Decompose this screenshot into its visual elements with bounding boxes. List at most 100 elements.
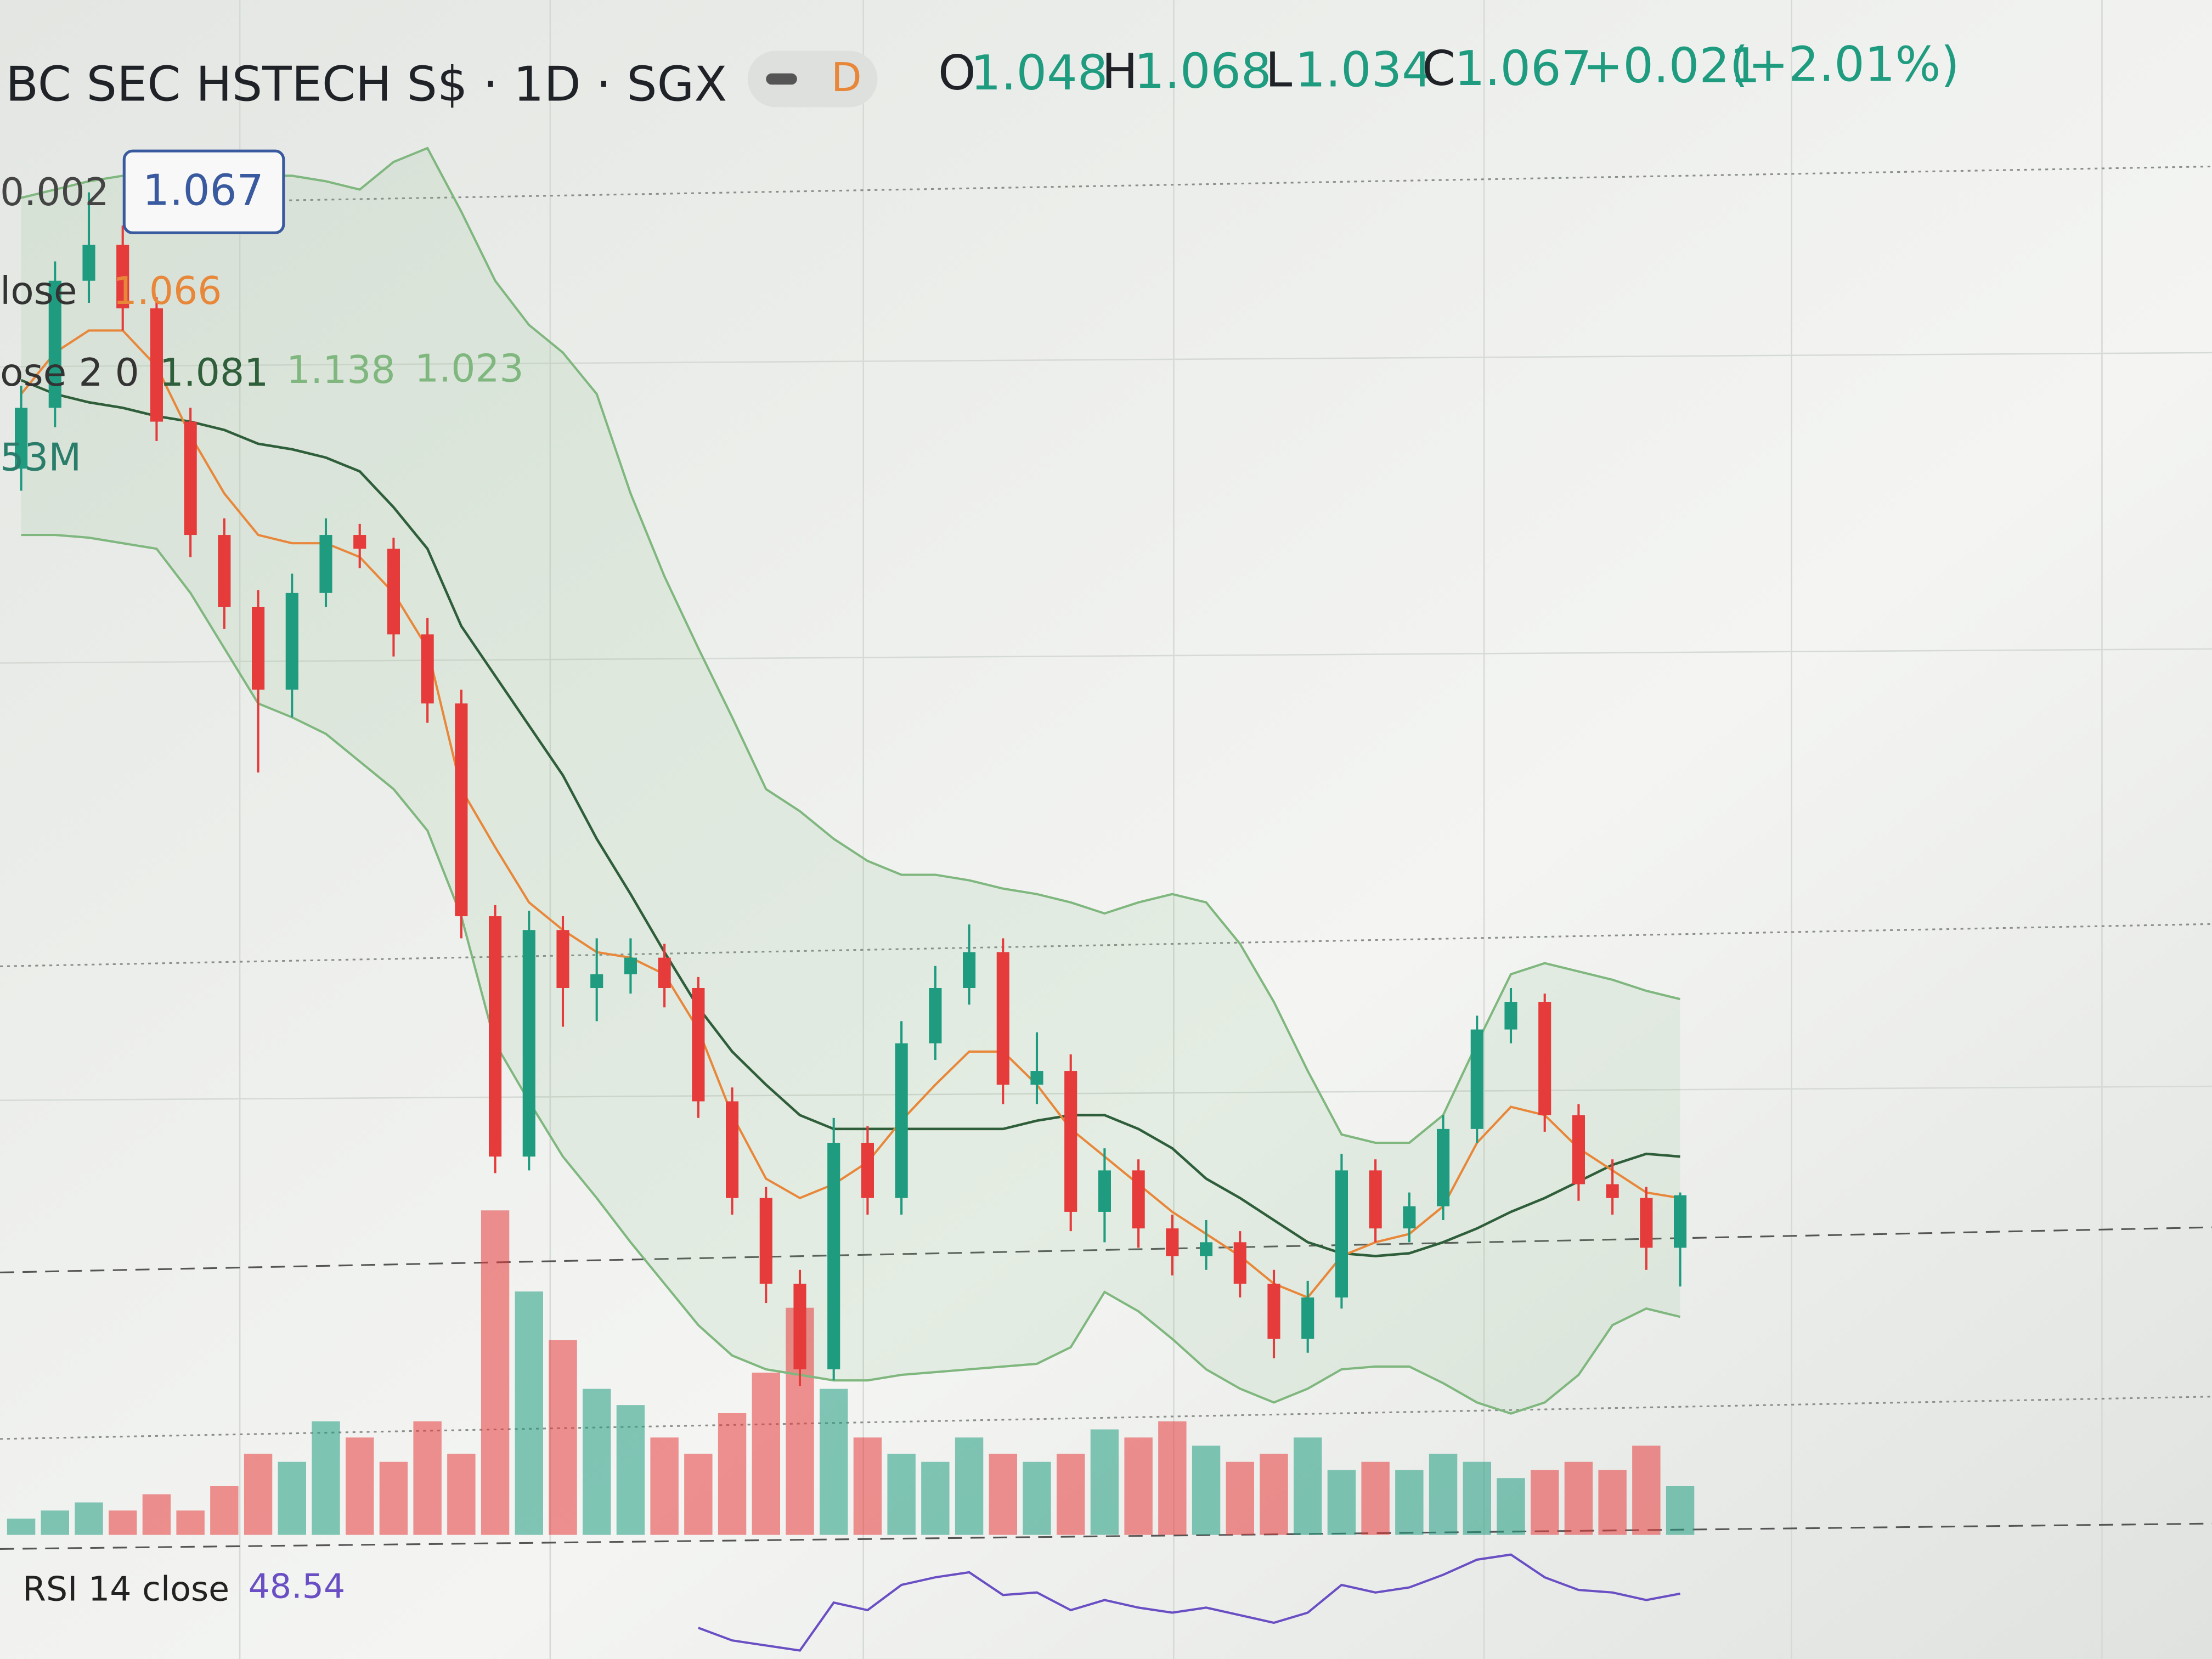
volume-bar [142,1494,171,1535]
ma-line [20,329,1680,1299]
volume-bar [921,1462,950,1535]
candle-body [1538,1002,1551,1115]
legend-text: lose [0,269,77,313]
candle-body [48,280,61,408]
volume-bar [684,1453,713,1535]
volume-bar [1497,1478,1525,1535]
ohlc-value: 1.034 [1295,42,1432,98]
legend-value: 1.081 [160,351,269,395]
pill-icon [766,73,797,85]
volume-bar [853,1437,882,1535]
volume-bar [955,1437,984,1535]
candle-body [1064,1071,1077,1212]
candle-body [793,1283,806,1369]
volume-bar [7,1519,36,1535]
volume-bar [413,1421,442,1535]
volume-bar [1463,1462,1491,1535]
candle-body [861,1143,874,1198]
volume-bar [718,1413,747,1535]
volume-bar [1531,1470,1559,1535]
rsi-value: 48.54 [249,1567,346,1606]
volume-bar [312,1421,340,1535]
volume-bar [1395,1470,1424,1535]
candle-body [1572,1115,1585,1184]
volume-bar [1226,1462,1254,1535]
legend-text: 53M [0,436,81,479]
candle-body [726,1101,739,1198]
ohlc-label: L [1266,42,1293,98]
candle-body [489,916,502,1157]
volume-bar [887,1453,916,1535]
candle-body [1267,1283,1280,1339]
candle-body [590,974,603,988]
volume-bar [379,1462,408,1535]
volume-bar [75,1502,103,1535]
legend-value: 1.066 [113,269,222,313]
volume-bar [1124,1437,1153,1535]
ohlc-label: C [1422,41,1455,97]
interval-badge: D [831,54,861,100]
volume-bar [1090,1429,1119,1535]
candle-body [319,535,332,593]
candle-body [1403,1206,1416,1229]
legend-value: 1.138 [286,348,396,392]
volume-bar [1023,1462,1051,1535]
candle-body [1301,1297,1314,1339]
volume-bar [650,1437,679,1535]
volume-bar [1294,1437,1322,1535]
volume-bar [1632,1446,1661,1535]
candle-body [387,549,400,635]
candle-body [827,1143,840,1369]
volume-bar [447,1453,476,1535]
band-fill [21,148,1680,1414]
candle-body [759,1198,772,1284]
volume-bar [549,1340,577,1535]
ohlc-value: 1.068 [1134,43,1271,99]
volume-bar [1598,1470,1627,1535]
ohlc-label: H [1102,43,1138,99]
price-box-value: 1.067 [143,166,264,215]
ohlc-value: 1.067 [1454,41,1592,97]
volume-bar [346,1437,374,1535]
volume-bar [1192,1446,1221,1535]
volume-bar [41,1510,69,1535]
candle-body [1606,1184,1619,1198]
candle-body [1369,1170,1382,1229]
candle-body [455,703,468,917]
candle-body [692,988,705,1102]
bb-upper-line [21,146,1681,1144]
candle-body [556,930,569,988]
change: +0.021 [1583,38,1760,94]
candle-body [658,957,671,988]
volume-bar [515,1291,543,1535]
candle-body [522,930,535,1157]
volume-bar [1260,1453,1288,1535]
candle-body [150,308,163,422]
candle-body [1674,1195,1687,1248]
candle-body [1233,1242,1246,1284]
candle-body [82,245,95,281]
legend-value: 1.023 [415,347,524,391]
volume-bar [820,1389,848,1535]
volume-bar [1327,1470,1356,1535]
volume-bar [109,1510,137,1535]
candle-body [1504,1002,1517,1030]
legend-text: 0.002 [0,171,109,215]
volume-bar [752,1373,780,1535]
candle-body [15,408,28,469]
ohlc: O 1.048 H 1.068 L 1.034 C 1.067 +0.021 (… [938,36,1960,100]
candle-body [963,952,976,988]
volume-bar [1666,1486,1695,1535]
candle-body [1166,1228,1179,1256]
candle-body [1437,1128,1450,1206]
bb-lower-line [21,534,1681,1415]
legend-text: ose 2 0 [0,351,139,395]
interval-pill[interactable] [747,50,878,108]
volume-bar [176,1510,205,1535]
volume-bar [1429,1453,1458,1535]
volume-bar [989,1453,1017,1535]
rsi-line [698,1553,1680,1652]
